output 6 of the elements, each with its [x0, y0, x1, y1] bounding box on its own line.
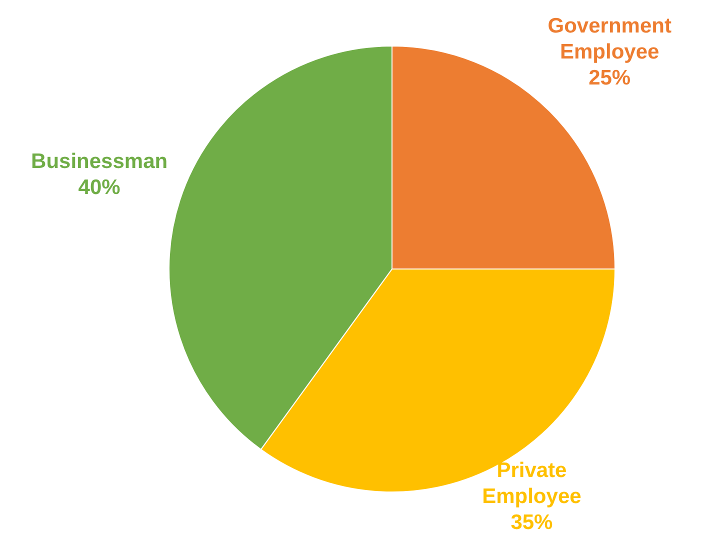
data-label: 40%	[78, 175, 121, 198]
slice-label: Businessman	[31, 149, 168, 172]
slice-label: Private Employee	[482, 458, 582, 508]
slice-label: Government Employee	[548, 14, 672, 63]
data-label: 35%	[510, 510, 554, 534]
data-label: 25%	[588, 66, 631, 89]
